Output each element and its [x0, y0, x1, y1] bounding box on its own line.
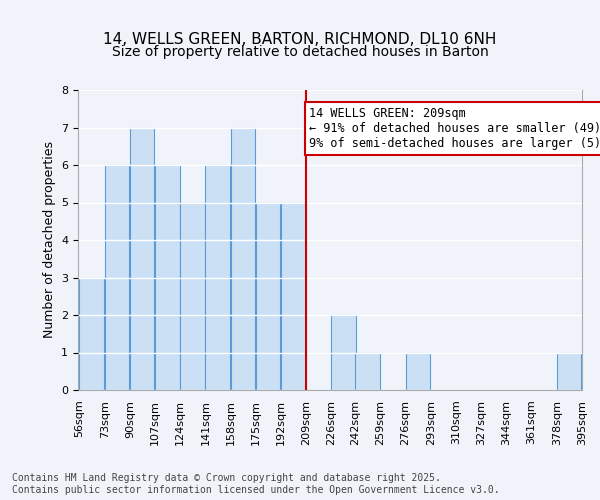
Bar [130, 128, 154, 390]
Text: 14, WELLS GREEN, BARTON, RICHMOND, DL10 6NH: 14, WELLS GREEN, BARTON, RICHMOND, DL10 … [103, 32, 497, 48]
Bar [355, 352, 380, 390]
Bar [557, 352, 581, 390]
Bar [104, 165, 129, 390]
Bar [256, 202, 280, 390]
Text: Size of property relative to detached houses in Barton: Size of property relative to detached ho… [112, 45, 488, 59]
Bar [180, 202, 205, 390]
Bar [79, 278, 104, 390]
Y-axis label: Number of detached properties: Number of detached properties [43, 142, 56, 338]
Bar [281, 202, 305, 390]
Bar [205, 165, 230, 390]
Bar [230, 128, 255, 390]
Bar [155, 165, 179, 390]
Text: Contains HM Land Registry data © Crown copyright and database right 2025.
Contai: Contains HM Land Registry data © Crown c… [12, 474, 500, 495]
Text: 14 WELLS GREEN: 209sqm
← 91% of detached houses are smaller (49)
9% of semi-deta: 14 WELLS GREEN: 209sqm ← 91% of detached… [309, 107, 600, 150]
Bar [331, 315, 356, 390]
Bar [406, 352, 430, 390]
